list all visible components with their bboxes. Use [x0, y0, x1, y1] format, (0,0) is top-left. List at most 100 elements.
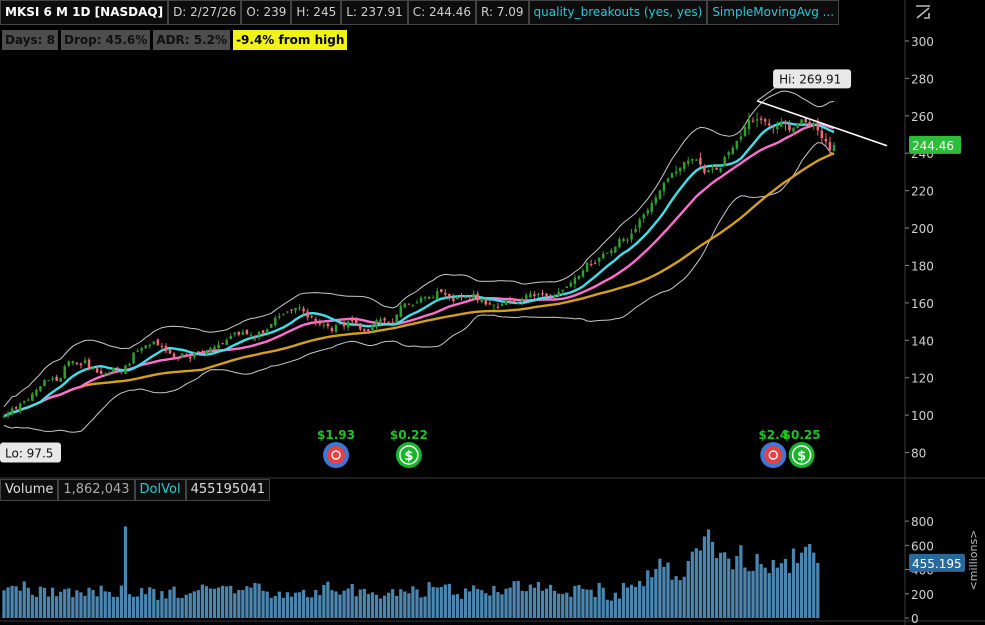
volume-bar[interactable] — [771, 560, 775, 618]
volume-bar[interactable] — [253, 583, 257, 618]
candle-body[interactable] — [22, 401, 26, 403]
volume-bar[interactable] — [480, 590, 484, 618]
volume-bar[interactable] — [26, 587, 30, 618]
volume-label[interactable]: Volume — [0, 479, 59, 501]
candle-body[interactable] — [334, 324, 338, 332]
candle-body[interactable] — [375, 320, 378, 327]
candle-body[interactable] — [541, 293, 544, 295]
volume-bar[interactable] — [249, 587, 253, 618]
candle-body[interactable] — [87, 359, 91, 370]
candle-body[interactable] — [318, 322, 322, 325]
candle-body[interactable] — [423, 297, 427, 299]
volume-bar[interactable] — [585, 589, 589, 618]
volume-bar[interactable] — [273, 595, 277, 618]
candle-body[interactable] — [581, 270, 585, 277]
volume-bar[interactable] — [208, 588, 213, 618]
candle-body[interactable] — [573, 277, 577, 284]
candle-body[interactable] — [35, 389, 38, 396]
volume-bar[interactable] — [403, 591, 407, 618]
candle-body[interactable] — [638, 219, 641, 228]
candle-body[interactable] — [614, 246, 617, 253]
volume-bar[interactable] — [99, 585, 103, 618]
event-markers[interactable]: $1.93 $0.22 $ $2.4$0.25 $ — [317, 428, 821, 468]
sma-10-line[interactable] — [3, 121, 835, 418]
volume-bar[interactable] — [816, 562, 820, 618]
volume-bar[interactable] — [751, 570, 755, 618]
candle-body[interactable] — [796, 124, 799, 129]
volume-bar[interactable] — [75, 590, 79, 618]
volume-bar[interactable] — [18, 590, 22, 618]
volume-bar[interactable] — [565, 592, 569, 618]
candle-body[interactable] — [634, 228, 637, 232]
volume-bar[interactable] — [148, 587, 152, 618]
candle-body[interactable] — [217, 344, 220, 349]
candle-body[interactable] — [245, 330, 249, 335]
volume-bar[interactable] — [212, 588, 217, 618]
candle-body[interactable] — [832, 144, 836, 152]
candle-body[interactable] — [496, 306, 500, 308]
volume-bar[interactable] — [791, 548, 796, 618]
candle-body[interactable] — [63, 366, 66, 379]
candle-body[interactable] — [452, 297, 455, 302]
volume-bar[interactable] — [698, 550, 703, 618]
trendline[interactable] — [756, 100, 888, 147]
dolvol-label[interactable]: DolVol — [134, 479, 186, 501]
volume-bar[interactable] — [719, 552, 723, 618]
volume-bar[interactable] — [674, 576, 678, 618]
candle-body[interactable] — [533, 294, 536, 297]
candle-body[interactable] — [330, 328, 334, 331]
volume-bar[interactable] — [508, 587, 512, 618]
volume-bar[interactable] — [476, 588, 480, 618]
volume-bar[interactable] — [200, 584, 205, 618]
volume-bar[interactable] — [168, 589, 172, 618]
candle-body[interactable] — [597, 257, 601, 262]
candle-body[interactable] — [508, 300, 512, 302]
candle-body[interactable] — [480, 299, 484, 303]
candle-body[interactable] — [545, 293, 548, 297]
volume-bar[interactable] — [569, 596, 573, 618]
candle-body[interactable] — [79, 363, 83, 366]
volume-bar[interactable] — [613, 592, 617, 618]
volume-bar[interactable] — [561, 594, 565, 618]
candle-body[interactable] — [10, 408, 14, 415]
volume-bar[interactable] — [617, 598, 622, 618]
volume-bar[interactable] — [34, 596, 39, 618]
candle-body[interactable] — [622, 238, 625, 241]
candle-body[interactable] — [658, 190, 662, 199]
volume-bar[interactable] — [285, 592, 290, 618]
volume-bar[interactable] — [516, 580, 520, 618]
candle-body[interactable] — [707, 170, 710, 173]
candle-body[interactable] — [593, 263, 597, 265]
volume-bar[interactable] — [237, 590, 241, 618]
volume-bar[interactable] — [557, 593, 561, 618]
candle-body[interactable] — [800, 119, 803, 125]
candle-body[interactable] — [808, 122, 811, 127]
candle-body[interactable] — [379, 319, 382, 322]
volume-bar[interactable] — [395, 595, 399, 618]
candle-body[interactable] — [225, 340, 228, 345]
volume-bar[interactable] — [289, 596, 294, 618]
volume-bar[interactable] — [338, 594, 342, 618]
volume-bar[interactable] — [427, 582, 431, 618]
candle-body[interactable] — [703, 165, 706, 173]
volume-bar[interactable] — [91, 589, 95, 618]
volume-bar[interactable] — [779, 563, 783, 618]
candle-body[interactable] — [47, 380, 50, 382]
candle-body[interactable] — [630, 233, 633, 240]
volume-bar[interactable] — [447, 583, 451, 618]
candle-body[interactable] — [682, 162, 686, 169]
volume-bar[interactable] — [642, 586, 646, 618]
volume-bar[interactable] — [281, 597, 285, 618]
volume-bar[interactable] — [455, 594, 460, 618]
volume-bar[interactable] — [739, 545, 743, 618]
candle-body[interactable] — [601, 253, 605, 259]
candle-body[interactable] — [176, 357, 180, 359]
volume-bar[interactable] — [500, 594, 504, 618]
candle-body[interactable] — [120, 370, 123, 373]
volume-bar[interactable] — [808, 543, 812, 618]
candle-body[interactable] — [642, 214, 645, 219]
volume-bar[interactable] — [492, 585, 496, 618]
candle-body[interactable] — [512, 299, 516, 303]
candle-body[interactable] — [812, 123, 816, 126]
